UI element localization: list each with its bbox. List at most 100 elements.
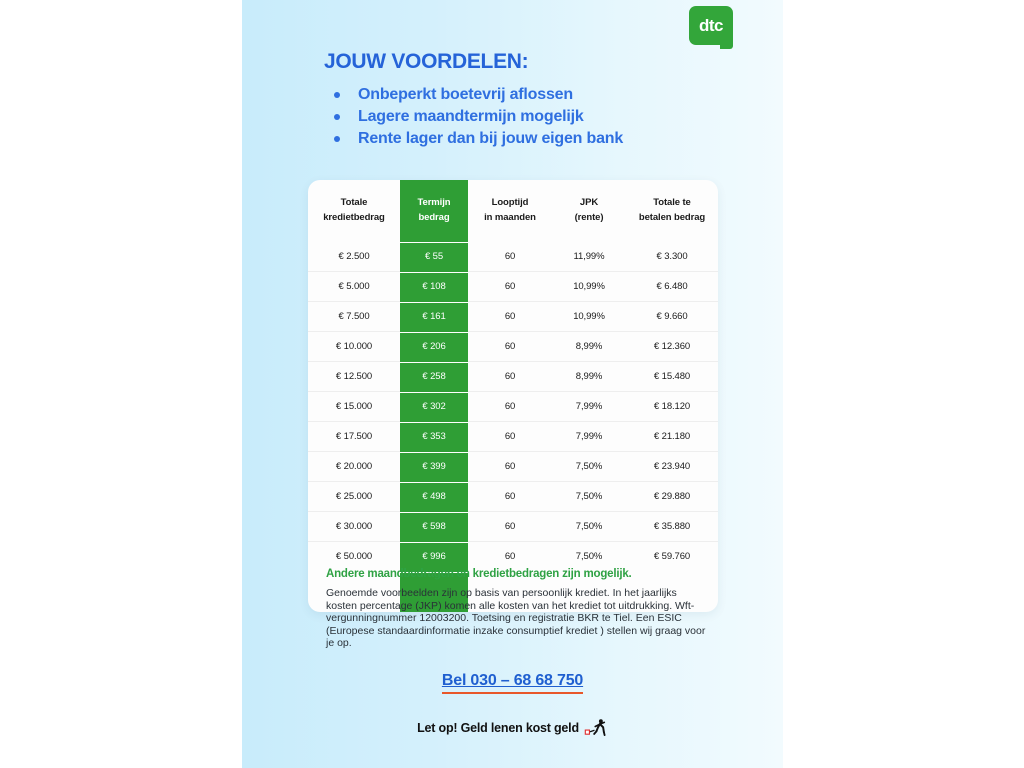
dtc-logo: dtc [689,6,733,49]
cell-termijn: € 399 [400,451,468,482]
rates-table: Totale kredietbedrag Termijn bedrag Loop… [308,180,718,612]
cell-totaal: € 35.880 [626,511,718,542]
table-row: € 20.000 € 399 60 7,50% € 23.940 [308,451,718,482]
column-header-line1: Totale te [653,197,691,208]
cell-looptijd: 60 [468,271,552,302]
cell-krediet: € 7.500 [308,301,400,332]
table-row: € 10.000 € 206 60 8,99% € 12.360 [308,331,718,362]
cell-krediet: € 50.000 [308,541,400,572]
bullet-icon [334,92,340,98]
cell-looptijd: 60 [468,541,552,572]
cell-jkp: 7,50% [552,481,626,512]
cell-totaal: € 21.180 [626,421,718,452]
benefit-label: Onbeperkt boetevrij aflossen [358,86,573,103]
cell-looptijd: 60 [468,511,552,542]
highlight-column-footer [308,571,718,612]
phone-block: Bel 030 – 68 68 750 [242,672,783,694]
cell-jkp: 7,99% [552,391,626,422]
table-row: € 17.500 € 353 60 7,99% € 21.180 [308,421,718,452]
column-header-line1: Termijn [417,197,451,208]
cell-krediet: € 5.000 [308,271,400,302]
rates-table-body: € 2.500 € 55 60 11,99% € 3.300 € 5.000 €… [308,241,718,612]
cell-krediet: € 30.000 [308,511,400,542]
benefits-list: Onbeperkt boetevrij aflossen Lagere maan… [324,84,744,149]
cell-termijn: € 353 [400,421,468,452]
column-header-line2: in maanden [484,212,536,223]
cell-termijn: € 996 [400,541,468,572]
cell-totaal: € 3.300 [656,250,688,262]
column-header-line2: betalen bedrag [638,212,706,223]
header-block: JOUW VOORDELEN: Onbeperkt boetevrij aflo… [324,50,744,150]
table-row: € 15.000 € 302 60 7,99% € 18.120 [308,391,718,422]
cell-jkp: 10,99% [552,271,626,302]
rates-table-head: Totale kredietbedrag Termijn bedrag Loop… [308,180,718,242]
column-header-termijn: Termijn bedrag [400,180,468,242]
table-row: € 5.000 € 108 60 10,99% € 6.480 [308,271,718,302]
cell-krediet: € 17.500 [308,421,400,452]
cell-totaal: € 29.880 [626,481,718,512]
credit-warning-label: Let op! Geld lenen kost geld [417,721,579,735]
cell-totaal: € 15.480 [626,361,718,392]
cell-looptijd: 60 [468,421,552,452]
column-header-line2: bedrag [418,212,450,223]
column-header-line2: kredietbedrag [323,212,385,223]
cell-totaal: € 9.660 [626,301,718,332]
cell-looptijd: 60 [468,331,552,362]
cell-looptijd: 60 [468,391,552,422]
column-header-krediet: Totale kredietbedrag [308,181,400,242]
phone-link[interactable]: Bel 030 – 68 68 750 [441,672,583,694]
cell-krediet: € 25.000 [308,481,400,512]
page-title: JOUW VOORDELEN: [324,50,529,73]
cell-totaal: € 59.760 [626,541,718,572]
column-header-line2: (rente) [574,212,604,223]
column-header-totaal: Totale te betalen bedrag [626,181,718,242]
content-panel: JOUW VOORDELEN: Onbeperkt boetevrij aflo… [242,0,783,768]
table-row: € 2.500 € 55 60 11,99% € 3.300 [308,241,718,272]
cell-jkp: 11,99% [573,250,605,262]
cell-termijn: € 258 [400,361,468,392]
credit-warning-block: Let op! Geld lenen kost geld [242,718,783,738]
disclaimer-body: Genoemde voorbeelden zijn op basis van p… [326,587,706,649]
column-header-line1: Totale [340,197,368,208]
disclaimer-block: Andere maandbedragen en kredietbedragen … [326,568,706,650]
cell-jkp: 8,99% [552,361,626,392]
benefit-item: Lagere maandtermijn mogelijk [324,106,744,127]
cell-jkp: 8,99% [552,331,626,362]
cell-termijn: € 161 [400,301,468,332]
cell-jkp: 7,50% [552,541,626,572]
cell-krediet: € 12.500 [308,361,400,392]
cell-krediet: € 10.000 [308,331,400,362]
cell-totaal: € 23.940 [626,451,718,482]
bullet-icon [334,114,340,120]
benefit-label: Rente lager dan bij jouw eigen bank [358,130,624,147]
highlight-column-tail [400,571,468,612]
cell-totaal: € 6.480 [626,271,718,302]
cell-krediet: € 15.000 [308,391,400,422]
cell-looptijd: 60 [504,250,516,262]
cell-looptijd: 60 [468,481,552,512]
cell-termijn: € 498 [400,481,468,512]
table-row: € 30.000 € 598 60 7,50% € 35.880 [308,511,718,542]
column-header-line1: Looptijd [491,197,529,208]
table-row: € 50.000 € 996 60 7,50% € 59.760 [308,541,718,572]
logo-wordmark: dtc [699,15,724,35]
bullet-icon [334,136,340,142]
cell-termijn: € 206 [400,331,468,362]
cell-totaal: € 12.360 [626,331,718,362]
benefit-item: Onbeperkt boetevrij aflossen [324,84,744,105]
table-row: € 25.000 € 498 60 7,50% € 29.880 [308,481,718,512]
disclaimer-heading: Andere maandbedragen en kredietbedragen … [326,568,632,580]
running-man-with-block-icon [584,719,606,737]
cell-looptijd: 60 [468,361,552,392]
cell-jkp: 7,99% [552,421,626,452]
cell-termijn: € 598 [400,511,468,542]
cell-termijn: € 302 [400,391,468,422]
column-header-line1: JPK [579,197,599,208]
cell-termijn: € 55 [400,241,468,272]
table-row: € 7.500 € 161 60 10,99% € 9.660 [308,301,718,332]
benefit-item: Rente lager dan bij jouw eigen bank [324,128,744,149]
benefit-label: Lagere maandtermijn mogelijk [358,108,584,125]
cell-jkp: 10,99% [552,301,626,332]
cell-totaal: € 18.120 [626,391,718,422]
